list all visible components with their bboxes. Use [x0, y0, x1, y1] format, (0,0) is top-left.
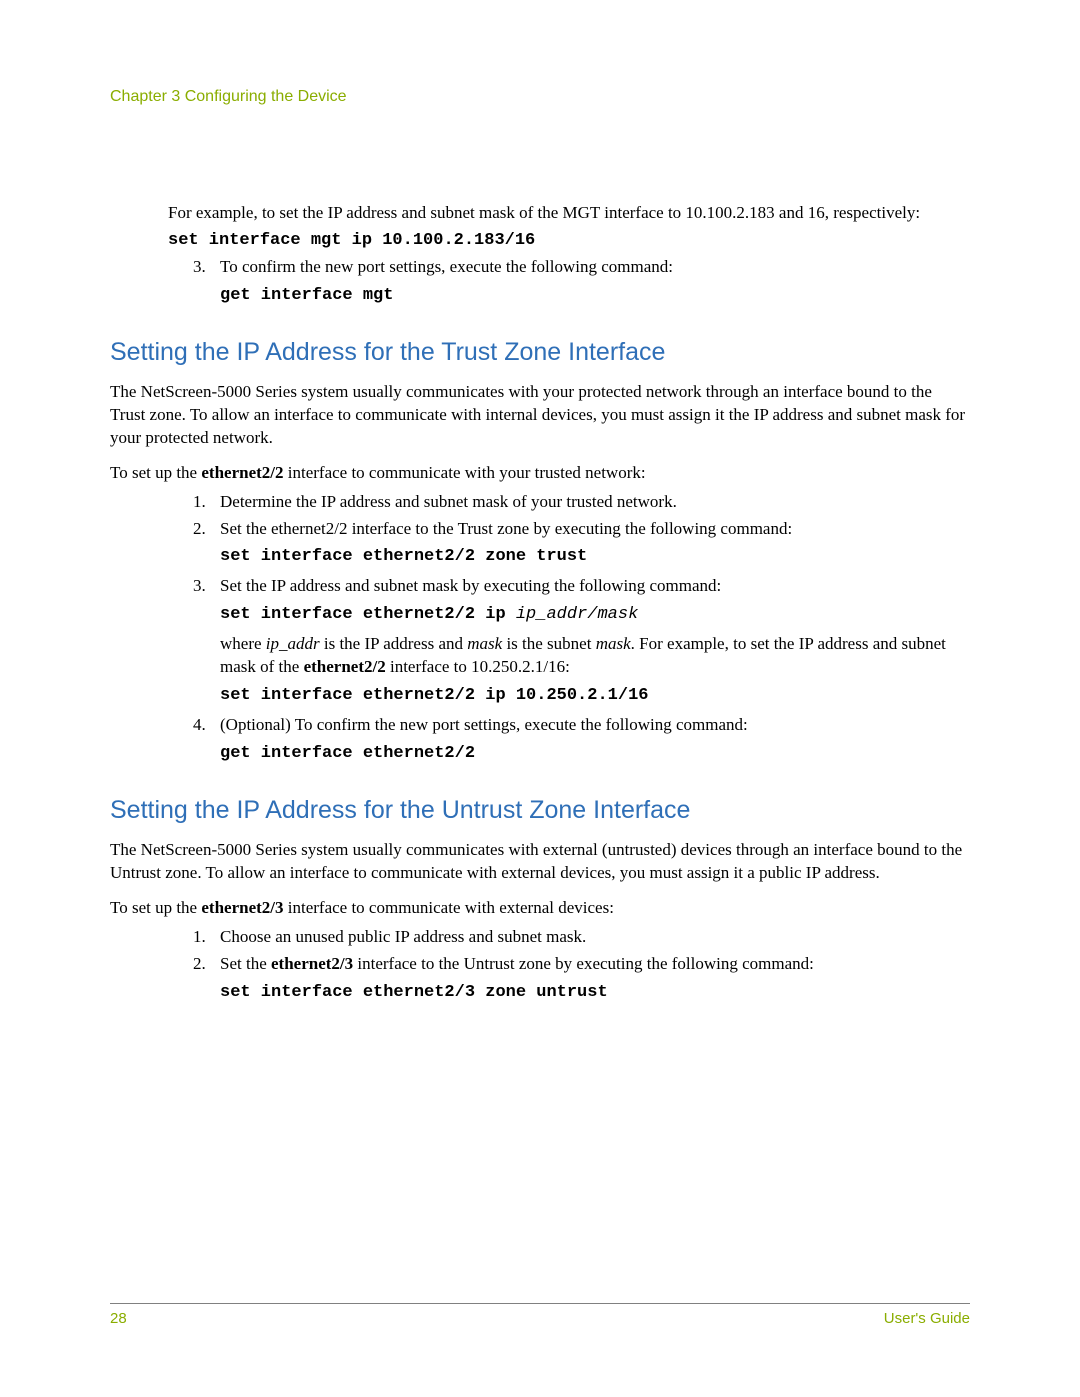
untrust-step-2: Set the ethernet2/3 interface to the Unt… [210, 953, 970, 1005]
step-3: To confirm the new port settings, execut… [210, 256, 970, 308]
t: interface to 10.250.2.1/16: [386, 657, 570, 676]
untrust-setup-post: interface to communicate with external d… [284, 898, 614, 917]
t: interface to the Untrust zone by executi… [353, 954, 814, 973]
step-3-text: To confirm the new port settings, execut… [220, 257, 673, 276]
trust-step-1-text: Determine the IP address and subnet mask… [220, 492, 677, 511]
trust-step-4: (Optional) To confirm the new port setti… [210, 714, 970, 766]
eth22-term: ethernet2/2 [304, 657, 386, 676]
untrust-setup-interface: ethernet2/3 [201, 898, 283, 917]
trust-step-3: Set the IP address and subnet mask by ex… [210, 575, 970, 708]
cmd-placeholder: ip_addr/mask [516, 605, 638, 624]
untrust-steps: Choose an unused public IP address and s… [110, 926, 970, 1005]
trust-step-3-explanation: where ip_addr is the IP address and mask… [220, 633, 970, 679]
trust-step-2: Set the ethernet2/2 interface to the Tru… [210, 518, 970, 570]
untrust-step-2-text: Set the ethernet2/3 interface to the Unt… [220, 954, 814, 973]
trust-setup-interface: ethernet2/2 [201, 463, 283, 482]
command-set-mgt-ip: set interface mgt ip 10.100.2.183/16 [168, 231, 970, 250]
t: Set the [220, 954, 271, 973]
cmd-prefix: set interface ethernet2/2 ip [220, 605, 516, 624]
trust-step-1: Determine the IP address and subnet mask… [210, 491, 970, 514]
trust-step-2-text: Set the ethernet2/2 interface to the Tru… [220, 519, 792, 538]
command-set-eth22-ip-template: set interface ethernet2/2 ip ip_addr/mas… [220, 604, 970, 627]
trust-setup-post: interface to communicate with your trust… [284, 463, 646, 482]
trust-paragraph: The NetScreen-5000 Series system usually… [110, 381, 970, 450]
trust-step-3-text: Set the IP address and subnet mask by ex… [220, 576, 721, 595]
page-number: 28 [110, 1310, 127, 1327]
untrust-step-1-text: Choose an unused public IP address and s… [220, 927, 586, 946]
steps-continuation: To confirm the new port settings, execut… [110, 256, 970, 308]
mask-term: mask [467, 634, 502, 653]
untrust-setup-pre: To set up the [110, 898, 201, 917]
t: where [220, 634, 266, 653]
untrust-setup-line: To set up the ethernet2/3 interface to c… [110, 897, 970, 920]
continuation-block: For example, to set the IP address and s… [168, 202, 970, 250]
untrust-paragraph: The NetScreen-5000 Series system usually… [110, 839, 970, 885]
t: is the IP address and [320, 634, 468, 653]
command-get-mgt: get interface mgt [220, 285, 970, 308]
t: is the subnet [502, 634, 596, 653]
trust-steps: Determine the IP address and subnet mask… [110, 491, 970, 766]
trust-step-4-text: (Optional) To confirm the new port setti… [220, 715, 748, 734]
page-footer: 28 User's Guide [110, 1303, 970, 1327]
command-get-eth22: get interface ethernet2/2 [220, 743, 970, 766]
mask-term2: mask [596, 634, 631, 653]
intro-paragraph: For example, to set the IP address and s… [168, 202, 970, 225]
doc-title: User's Guide [884, 1310, 970, 1327]
trust-setup-line: To set up the ethernet2/2 interface to c… [110, 462, 970, 485]
trust-setup-pre: To set up the [110, 463, 201, 482]
chapter-header: Chapter 3 Configuring the Device [110, 88, 970, 106]
command-set-eth22-zone: set interface ethernet2/2 zone trust [220, 546, 970, 569]
command-set-eth22-ip: set interface ethernet2/2 ip 10.250.2.1/… [220, 685, 970, 708]
heading-untrust-zone: Setting the IP Address for the Untrust Z… [110, 796, 970, 825]
command-set-eth23-zone: set interface ethernet2/3 zone untrust [220, 982, 970, 1005]
heading-trust-zone: Setting the IP Address for the Trust Zon… [110, 338, 970, 367]
page: Chapter 3 Configuring the Device For exa… [0, 0, 1080, 1397]
ipaddr-term: ip_addr [266, 634, 320, 653]
untrust-step-1: Choose an unused public IP address and s… [210, 926, 970, 949]
eth23-term: ethernet2/3 [271, 954, 353, 973]
